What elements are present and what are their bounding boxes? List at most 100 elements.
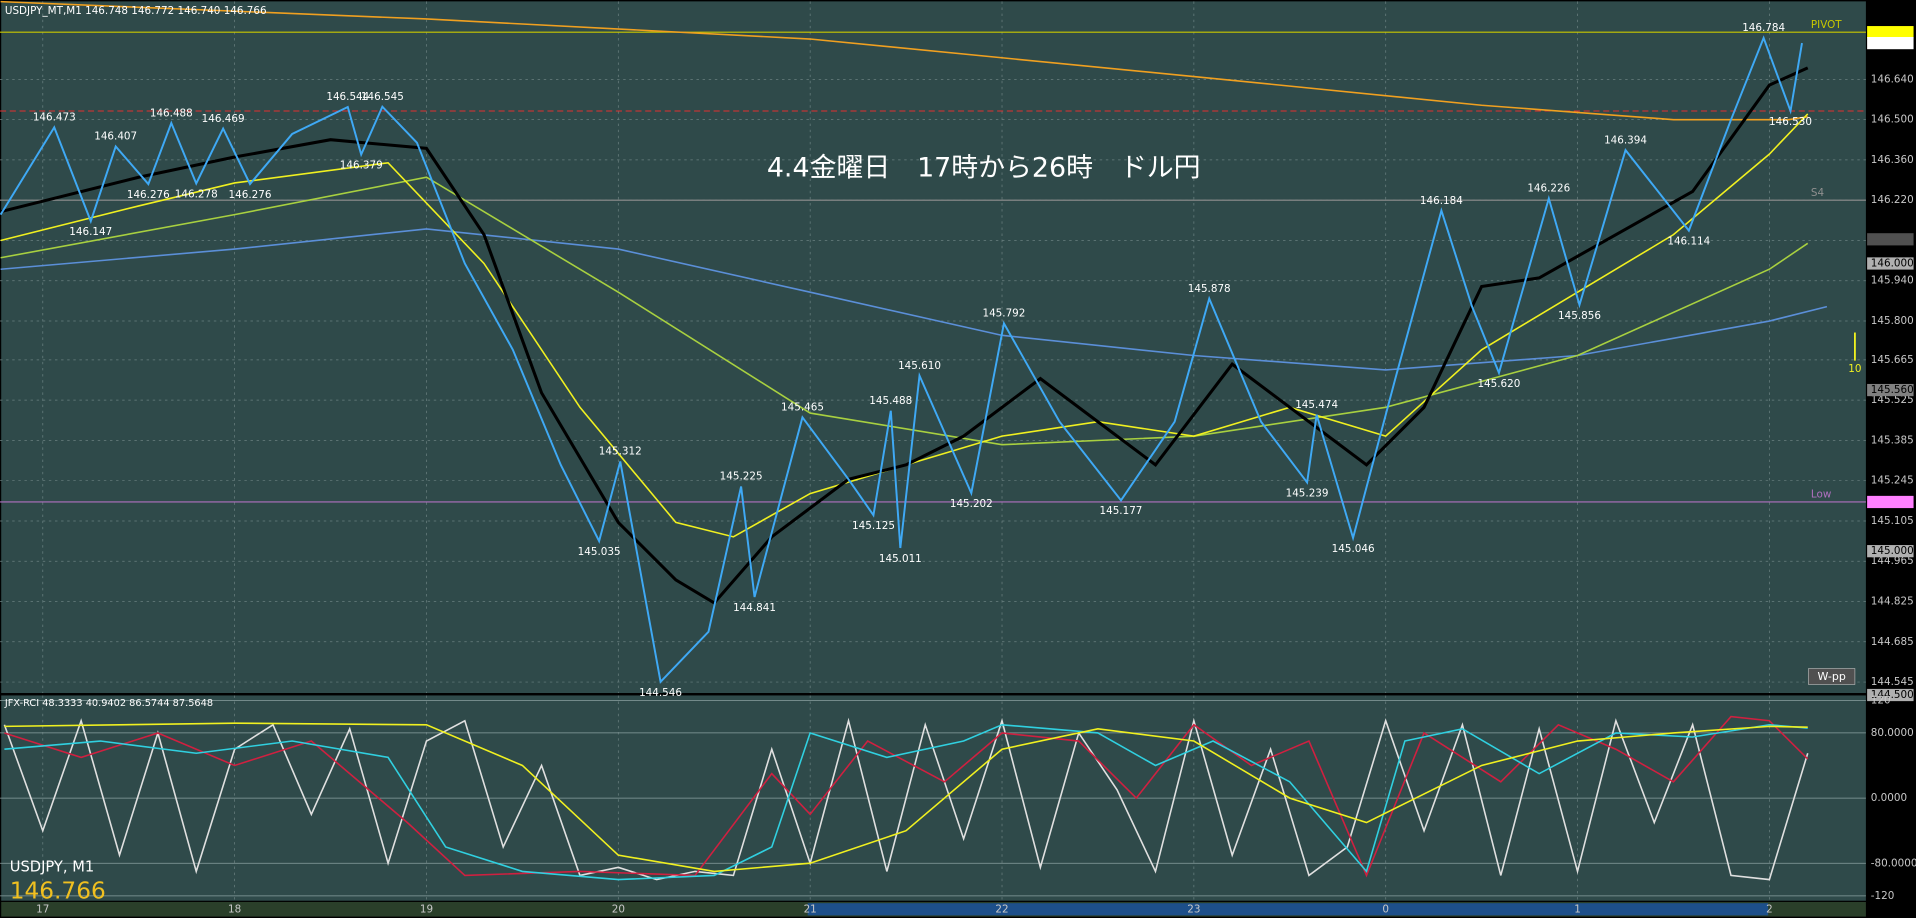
x-tick-label: 17	[36, 903, 49, 915]
indicator-line	[0, 176, 1809, 446]
price-annotation: 146.488	[150, 107, 193, 119]
price-box-label: 145.560	[1871, 384, 1914, 396]
y-tick-label: 144.545	[1871, 676, 1914, 688]
price-annotation: 146.407	[94, 131, 137, 143]
price-annotation: 146.184	[1420, 195, 1463, 207]
price-annotation: 145.312	[599, 446, 642, 458]
y-tick-label: -120	[1871, 890, 1895, 902]
price-annotation: 145.202	[950, 498, 993, 510]
rci-title: JFX-RCI 48.3333 40.9402 86.5744 87.5648	[4, 698, 213, 709]
price-annotation: 146.784	[1742, 22, 1785, 34]
y-tick-label: 145.385	[1871, 434, 1914, 446]
indicator-line	[4, 715, 1809, 878]
x-tick-label: 1	[1574, 903, 1581, 915]
price-annotation: 146.147	[69, 226, 112, 238]
wpp-button-label[interactable]: W-pp	[1818, 670, 1846, 683]
price-annotation: 145.125	[852, 520, 895, 532]
indicator-line	[0, 113, 1809, 538]
x-tick-label: 21	[804, 903, 817, 915]
y-tick-label: 145.940	[1871, 275, 1914, 287]
y-tick-label: 145.665	[1871, 354, 1914, 366]
y-tick-label: 120	[1871, 694, 1891, 706]
price-box	[1867, 257, 1914, 270]
main-panel	[1, 1, 1866, 694]
indicator-line	[3, 717, 1809, 881]
price-annotation: 146.530	[1769, 116, 1812, 128]
price-annotation: 145.011	[879, 553, 922, 565]
y-tick-label: 0.0000	[1871, 792, 1907, 804]
price-box	[1867, 36, 1914, 50]
side-label: 10	[1848, 363, 1861, 375]
price-annotation: 145.465	[781, 402, 824, 414]
price-annotation: 145.792	[982, 308, 1025, 320]
price-box	[1867, 688, 1914, 702]
y-tick-label: -80.0000	[1871, 857, 1916, 869]
price-box	[1867, 545, 1914, 558]
price-annotation: 146.276	[229, 189, 272, 201]
indicator-line	[4, 722, 1808, 873]
price-annotation: 146.278	[175, 188, 218, 200]
y-tick-label: 144.965	[1871, 555, 1914, 567]
price-box-label: 145.000	[1871, 545, 1914, 557]
level-label: S4	[1811, 187, 1825, 199]
price-annotation: 146.114	[1667, 236, 1710, 248]
price-box	[1867, 383, 1914, 397]
level-label: PIVOT	[1811, 19, 1842, 31]
y-tick-label: 144.685	[1871, 636, 1914, 648]
price-annotation: 145.610	[898, 360, 941, 372]
price-line	[0, 35, 1803, 684]
price-box	[1867, 495, 1914, 509]
price-annotation: 145.488	[869, 395, 912, 407]
footer-symbol: USDJPY, M1	[10, 859, 94, 876]
indicator-line	[4, 723, 1808, 881]
y-tick-label: 144.825	[1871, 596, 1914, 608]
x-tick-label: 20	[612, 903, 625, 915]
price-annotation: 146.226	[1527, 183, 1570, 195]
price-box-label: 144.500	[1871, 689, 1914, 701]
price-annotation: 144.841	[733, 602, 776, 614]
price-box	[1867, 26, 1914, 39]
price-annotation: 146.394	[1604, 134, 1647, 146]
price-annotation: 145.046	[1332, 543, 1375, 555]
price-box-label: 146.000	[1871, 257, 1914, 269]
x-tick-label: 23	[1187, 903, 1200, 915]
price-annotation: 145.239	[1286, 487, 1329, 499]
chart-title: 4.4金曜日 17時から26時 ドル円	[767, 152, 1201, 183]
indicator-line	[0, 66, 1809, 605]
y-tick-label: 146.500	[1871, 114, 1914, 126]
x-tick-label: 18	[228, 903, 241, 915]
price-annotation: 145.856	[1558, 310, 1601, 322]
indicator-line	[0, 0, 1808, 121]
y-tick-label: 145.245	[1871, 475, 1914, 487]
price-annotation: 146.473	[33, 112, 76, 124]
level-label: Low	[1811, 489, 1832, 501]
price-annotation: 146.379	[340, 159, 383, 171]
x-tick-label: 0	[1382, 903, 1389, 915]
price-annotation: 145.177	[1100, 505, 1143, 517]
footer-price: 146.766	[10, 878, 106, 905]
price-annotation: 145.878	[1188, 283, 1231, 295]
y-tick-label: 145.105	[1871, 515, 1914, 527]
price-annotation: 145.620	[1477, 378, 1520, 390]
price-annotation: 145.474	[1295, 399, 1338, 411]
y-tick-label: 80.0000	[1871, 727, 1914, 739]
wpp-button[interactable]	[1808, 668, 1856, 685]
price-annotation: 146.544	[326, 91, 369, 103]
y-tick-label: 145.525	[1871, 394, 1914, 406]
y-tick-label: 146.220	[1871, 194, 1914, 206]
x-tick-label: 19	[420, 903, 433, 915]
y-tick-label: 146.640	[1871, 73, 1914, 85]
price-annotation: 146.545	[361, 91, 404, 103]
y-tick-label: 146.360	[1871, 154, 1914, 166]
price-annotation: 145.225	[720, 471, 763, 483]
time-strip-session	[807, 903, 1769, 916]
price-annotation: 146.276	[127, 189, 170, 201]
y-tick-label: 145.800	[1871, 315, 1914, 327]
price-annotation: 145.035	[578, 546, 621, 558]
price-box	[1867, 233, 1914, 246]
price-annotation: 146.469	[202, 113, 245, 125]
price-annotation: 144.546	[639, 687, 682, 699]
